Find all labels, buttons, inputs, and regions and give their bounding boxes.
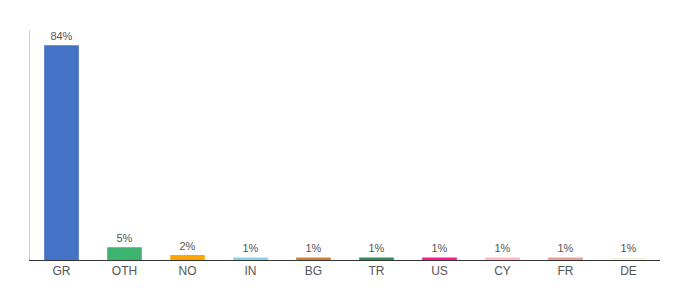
svg-text:5%: 5% — [116, 232, 132, 244]
svg-text:GR: GR — [53, 264, 71, 278]
svg-text:1%: 1% — [242, 242, 258, 254]
svg-text:1%: 1% — [620, 242, 636, 254]
svg-text:US: US — [431, 264, 448, 278]
svg-text:OTH: OTH — [112, 264, 137, 278]
svg-text:BG: BG — [305, 264, 322, 278]
svg-text:1%: 1% — [431, 242, 447, 254]
svg-text:IN: IN — [245, 264, 257, 278]
svg-text:FR: FR — [558, 264, 574, 278]
svg-text:1%: 1% — [494, 242, 510, 254]
svg-text:TR: TR — [369, 264, 385, 278]
svg-text:1%: 1% — [305, 242, 321, 254]
svg-text:DE: DE — [620, 264, 637, 278]
svg-text:CY: CY — [494, 264, 511, 278]
svg-text:NO: NO — [179, 264, 197, 278]
svg-text:84%: 84% — [50, 30, 72, 42]
svg-text:1%: 1% — [368, 242, 384, 254]
svg-text:1%: 1% — [557, 242, 573, 254]
svg-text:2%: 2% — [179, 240, 195, 252]
